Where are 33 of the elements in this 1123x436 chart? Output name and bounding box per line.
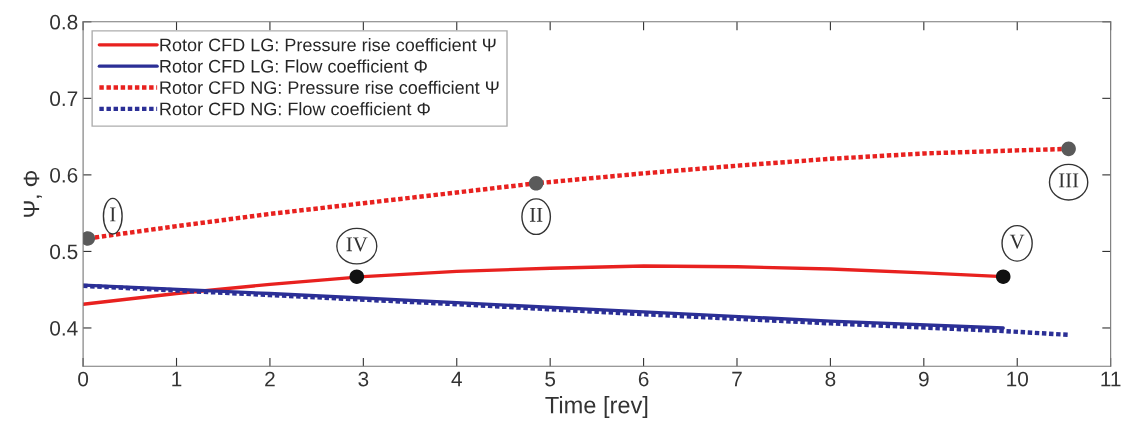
legend-label: Rotor CFD LG: Pressure rise coefficient Ψ (160, 38, 496, 52)
x-tick-label: 3 (358, 371, 369, 387)
y-tick-label: 0.5 (50, 244, 78, 260)
x-tick-label: 1 (172, 371, 182, 387)
y-tick-label: 0.8 (50, 14, 78, 30)
legend-label: Rotor CFD NG: Pressure rise coefficient Ψ (160, 80, 499, 94)
x-axis-title: Time [rev] (545, 396, 648, 419)
y-tick-label: 0.6 (50, 167, 78, 183)
annotation: I (110, 207, 116, 222)
y-tick-label: 0.7 (50, 91, 78, 107)
point (995, 269, 1011, 284)
point (1061, 141, 1076, 157)
x-tick-label: 6 (638, 371, 649, 387)
y-axis-title: Ψ, Φ (23, 170, 42, 217)
x-tick-label: 2 (265, 371, 275, 387)
x-tick-label: 11 (1101, 371, 1121, 387)
x-tick-label: 4 (451, 371, 462, 387)
x-tick-label: 0 (78, 371, 89, 387)
x-tick-label: 9 (919, 371, 929, 387)
y-tick-label: 0.4 (50, 320, 78, 336)
annotation: IV (346, 237, 368, 252)
x-tick-label: 7 (732, 371, 742, 387)
annotation: V (1009, 234, 1025, 249)
point (349, 269, 365, 284)
x-tick-label: 8 (825, 371, 836, 387)
legend-label: Rotor CFD LG: Flow coefficient Φ (160, 59, 427, 73)
annotation: III (1058, 173, 1079, 188)
point (528, 176, 544, 191)
x-tick-label: 5 (545, 371, 556, 387)
annotation: II (529, 208, 543, 222)
legend-label: Rotor CFD NG: Flow coefficient Φ (160, 102, 430, 116)
point (83, 231, 96, 246)
x-tick-label: 10 (1007, 371, 1029, 387)
